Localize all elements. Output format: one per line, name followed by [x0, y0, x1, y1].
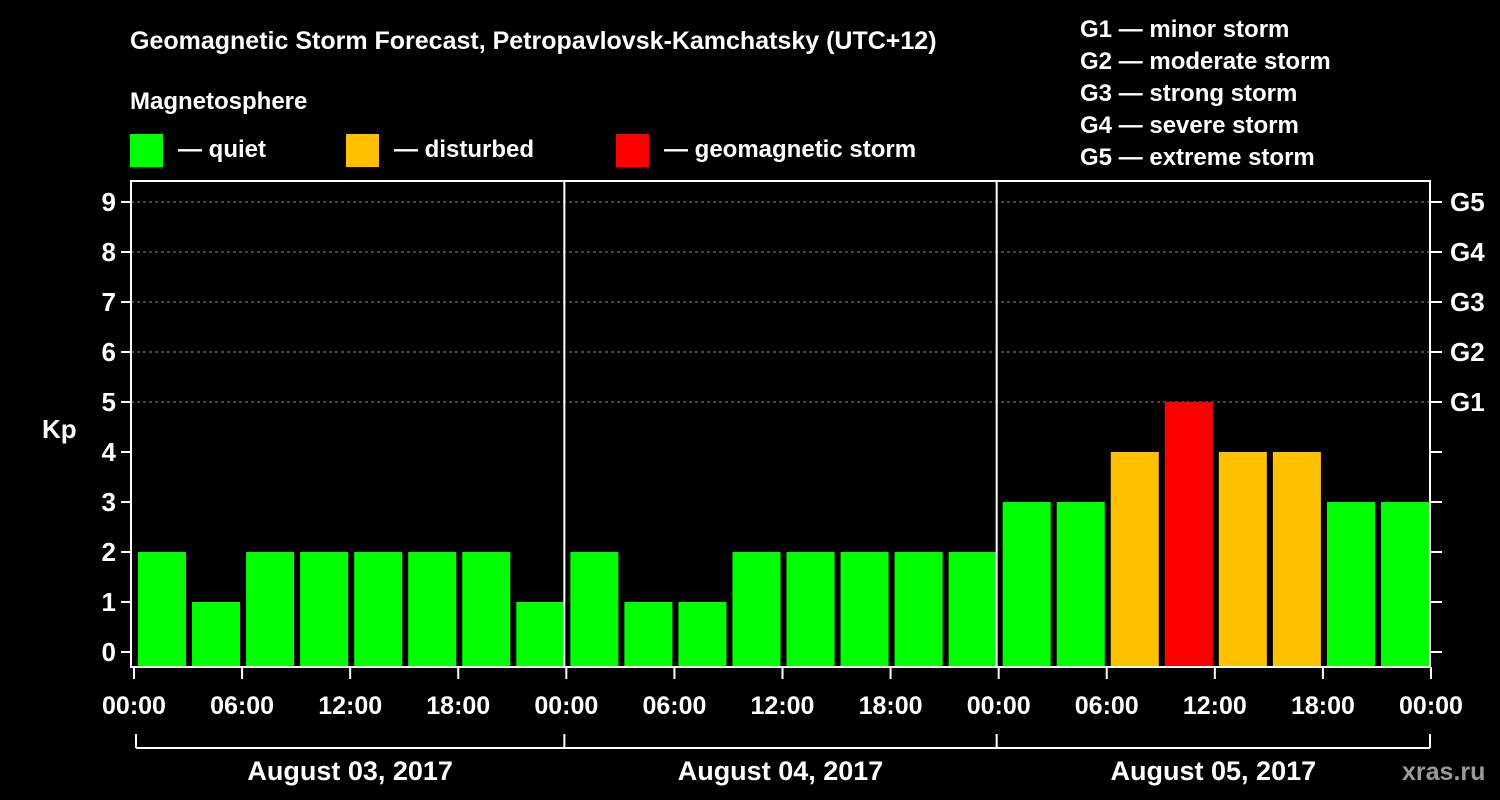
- kp-bar: [948, 552, 997, 667]
- storm-scale-entry: G1 — minor storm: [1080, 16, 1289, 43]
- x-tick-label: 00:00: [1399, 692, 1463, 720]
- day-label: August 04, 2017: [678, 756, 884, 786]
- x-tick-label: 00:00: [534, 692, 598, 720]
- x-tick-label: 06:00: [1075, 692, 1139, 720]
- y-tick-label: 4: [102, 437, 117, 467]
- chart-title: Geomagnetic Storm Forecast, Petropavlovs…: [130, 27, 937, 55]
- kp-bar: [408, 552, 457, 667]
- x-tick-label: 12:00: [318, 692, 382, 720]
- kp-bar: [1002, 502, 1051, 667]
- y-tick-label: 3: [102, 487, 116, 517]
- legend: — quiet — disturbed — geomagnetic storm: [130, 134, 916, 167]
- x-tick-label: 00:00: [967, 692, 1031, 720]
- kp-bar: [570, 552, 619, 667]
- legend-swatch: [130, 134, 163, 167]
- legend-label: — quiet: [178, 136, 266, 163]
- y-tick-label: 1: [102, 587, 116, 617]
- x-tick-label: 06:00: [210, 692, 274, 720]
- kp-bar: [138, 552, 187, 667]
- legend-swatch: [346, 134, 379, 167]
- kp-bar: [1380, 502, 1429, 667]
- y-tick-label: 8: [102, 237, 116, 267]
- storm-level-label: G3: [1450, 287, 1485, 317]
- kp-bar: [1110, 452, 1159, 667]
- legend-label: — disturbed: [394, 136, 534, 163]
- storm-scale-entry: G4 — severe storm: [1080, 112, 1299, 139]
- bars: [138, 402, 1429, 667]
- kp-bar: [894, 552, 943, 667]
- kp-bar: [462, 552, 511, 667]
- kp-bar: [246, 552, 295, 667]
- y-tick-label: 2: [102, 537, 116, 567]
- kp-bar: [786, 552, 835, 667]
- legend-swatch: [616, 134, 649, 167]
- plot-frame: [130, 180, 1431, 668]
- grid: [131, 201, 1430, 403]
- kp-bar: [732, 552, 781, 667]
- y-tick-label: 7: [102, 287, 116, 317]
- y-tick-label: 0: [102, 637, 116, 667]
- day-label: August 05, 2017: [1111, 756, 1317, 786]
- x-tick-label: 18:00: [859, 692, 923, 720]
- axes: 0 1 2 3 4 5 6 7 8 9 G1 G2 G3 G4 G5: [102, 180, 1485, 668]
- kp-bar: [516, 602, 565, 667]
- x-tick-label: 12:00: [1183, 692, 1247, 720]
- kp-bar: [1218, 452, 1267, 667]
- kp-bar: [192, 602, 241, 667]
- x-tick-label: 12:00: [751, 692, 815, 720]
- kp-bar: [354, 552, 403, 667]
- y-tick-label: 6: [102, 337, 116, 367]
- x-tick-label: 18:00: [1291, 692, 1355, 720]
- kp-bar: [1164, 402, 1213, 667]
- storm-level-label: G1: [1450, 387, 1485, 417]
- legend-label: — geomagnetic storm: [664, 136, 916, 163]
- y-axis-label: Kp: [42, 414, 77, 444]
- kp-bar: [1326, 502, 1375, 667]
- kp-bar: [624, 602, 673, 667]
- kp-bar: [1272, 452, 1321, 667]
- legend-title: Magnetosphere: [130, 88, 307, 115]
- x-tick-label: 18:00: [426, 692, 490, 720]
- kp-bar: [1056, 502, 1105, 667]
- storm-scale-entry: G3 — strong storm: [1080, 80, 1297, 107]
- storm-scale-legend: G1 — minor storm G2 — moderate storm G3 — …: [1080, 16, 1331, 171]
- storm-level-label: G5: [1450, 187, 1485, 217]
- storm-scale-entry: G2 — moderate storm: [1080, 48, 1331, 75]
- x-axis: 00:00 06:00 12:00 18:00 00:00 06:00 12:00 18:00…: [102, 667, 1463, 786]
- watermark: xras.ru: [1402, 758, 1485, 786]
- kp-bar: [300, 552, 349, 667]
- storm-scale-entry: G5 — extreme storm: [1080, 144, 1315, 171]
- x-tick-label: 06:00: [642, 692, 706, 720]
- kp-bar: [840, 552, 889, 667]
- storm-level-label: G4: [1450, 237, 1485, 267]
- y-tick-label: 5: [102, 387, 116, 417]
- x-tick-label: 00:00: [102, 692, 166, 720]
- y-tick-label: 9: [102, 187, 116, 217]
- day-label: August 03, 2017: [247, 756, 453, 786]
- storm-level-label: G2: [1450, 337, 1485, 367]
- kp-bar: [678, 602, 727, 667]
